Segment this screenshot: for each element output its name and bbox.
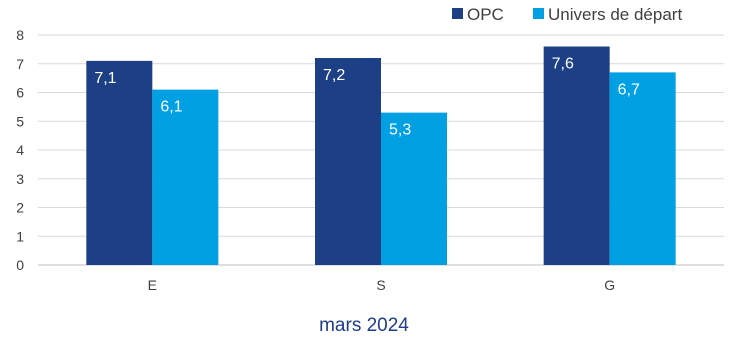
legend: OPC Univers de départ <box>452 5 682 24</box>
y-tick-label: 8 <box>16 27 24 43</box>
legend-swatch-univers <box>533 8 544 19</box>
bar-g-series-1 <box>609 72 676 265</box>
category-label-g: G <box>604 277 615 293</box>
bars <box>86 46 676 265</box>
y-tick-label: 3 <box>16 171 24 187</box>
bar-e-series-1 <box>152 89 219 265</box>
legend-swatch-opc <box>452 8 463 19</box>
bar-g-series-0 <box>543 46 610 265</box>
y-tick-label: 2 <box>16 200 24 216</box>
data-label: 5,3 <box>389 122 411 139</box>
data-label: 6,1 <box>160 99 182 116</box>
y-tick-label: 0 <box>16 257 24 273</box>
legend-label-univers: Univers de départ <box>548 5 682 24</box>
data-label: 6,7 <box>618 81 640 98</box>
data-label: 7,2 <box>323 67 345 84</box>
y-tick-label: 5 <box>16 113 24 129</box>
y-axis-ticks: 0 1 2 3 4 5 6 7 8 <box>16 27 24 273</box>
y-tick-label: 4 <box>16 142 24 158</box>
data-labels: 7,1 6,1 7,2 5,3 7,6 6,7 <box>94 56 640 139</box>
bar-s-series-1 <box>381 112 447 265</box>
x-axis-title: mars 2024 <box>319 315 409 336</box>
bar-s-series-0 <box>315 58 381 265</box>
y-tick-label: 6 <box>16 85 24 101</box>
y-tick-label: 7 <box>16 56 24 72</box>
data-label: 7,6 <box>552 56 574 73</box>
bar-e-series-0 <box>86 60 153 265</box>
category-label-e: E <box>148 277 157 293</box>
legend-label-opc: OPC <box>467 5 504 24</box>
y-tick-label: 1 <box>16 228 24 244</box>
category-label-s: S <box>376 277 385 293</box>
data-label: 7,1 <box>94 70 116 87</box>
